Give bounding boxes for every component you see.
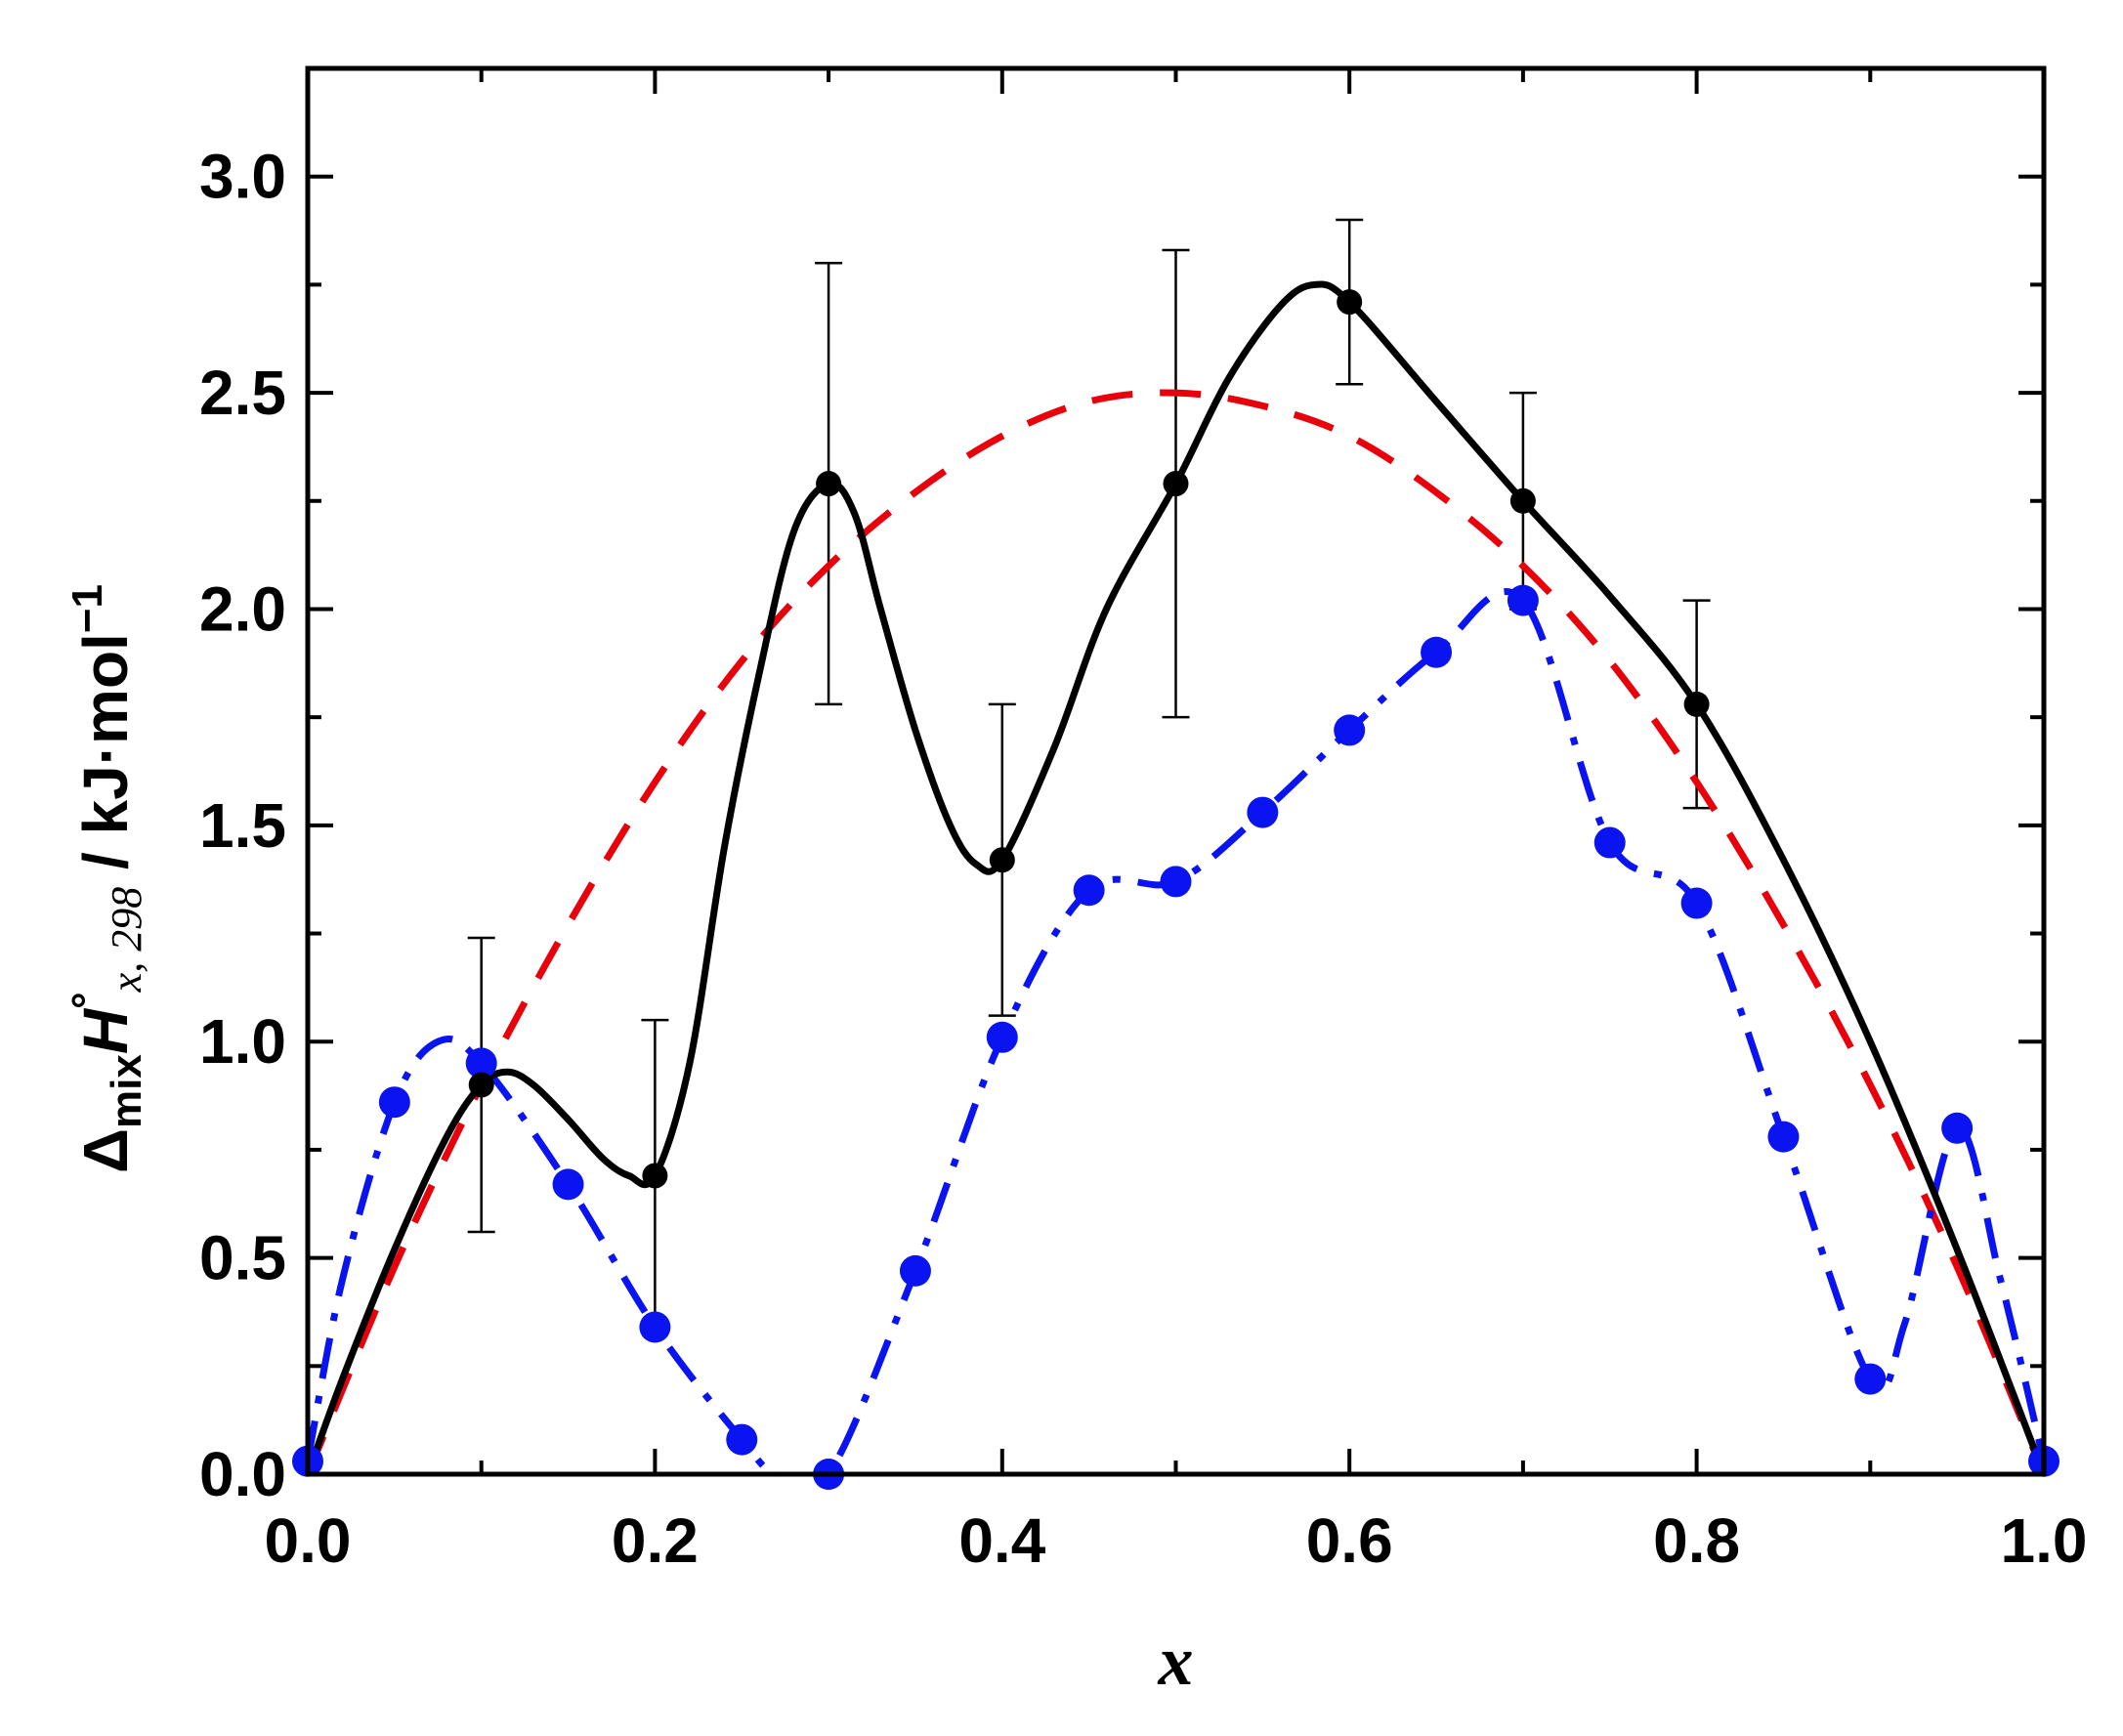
- y-tick-label: 0.5: [199, 1223, 286, 1293]
- black-point: [1683, 691, 1710, 717]
- x-tick-label: 0.8: [1653, 1505, 1740, 1576]
- y-tick-label: 1.0: [199, 1006, 286, 1077]
- blue-point: [639, 1311, 671, 1343]
- y-tick-label: 0.0: [199, 1439, 286, 1509]
- blue-point: [1334, 714, 1366, 746]
- blue-point: [1680, 887, 1713, 919]
- y-label-sub2: x, 298: [103, 887, 150, 994]
- blue-point: [378, 1086, 410, 1119]
- blue-point: [726, 1423, 758, 1456]
- x-tick-label: 1.0: [2001, 1505, 2088, 1576]
- blue-point: [1160, 866, 1192, 898]
- y-label-sup: °: [64, 992, 111, 1009]
- blue-point: [899, 1254, 931, 1287]
- y-label-prefix: Δ: [70, 1128, 141, 1173]
- y-tick-label: 1.5: [199, 790, 286, 861]
- x-tick-label: 0.6: [1306, 1505, 1393, 1576]
- red-dashed-line: [308, 389, 2044, 1474]
- black-point: [1163, 471, 1189, 497]
- plot-frame: [305, 65, 2047, 1477]
- blue-point: [1854, 1363, 1887, 1395]
- blue-dashdot-line: [308, 588, 2044, 1474]
- y-axis-label: ΔmixH°x, 298 / kJ·mol−1: [64, 584, 150, 1173]
- black-point: [816, 471, 842, 497]
- blue-point: [986, 1021, 1018, 1053]
- y-label-sub1: mix: [103, 1054, 150, 1128]
- y-label-unit: / kJ·mol: [70, 633, 141, 887]
- blue-point: [1073, 874, 1105, 907]
- black-point: [642, 1163, 668, 1189]
- black-solid-line: [308, 280, 2044, 1474]
- blue-point: [1421, 636, 1453, 668]
- y-tick-label: 2.5: [199, 358, 286, 428]
- y-label-symbol: H: [70, 1007, 141, 1054]
- blue-point: [552, 1168, 584, 1201]
- x-tick-label: 0.2: [612, 1505, 699, 1576]
- x-tick-label: 0.0: [265, 1505, 352, 1576]
- blue-point: [1767, 1121, 1800, 1153]
- x-tick-label: 0.4: [958, 1505, 1045, 1576]
- y-label-unit-sup: −1: [64, 584, 111, 633]
- blue-point: [1507, 584, 1539, 616]
- blue-point: [1593, 826, 1626, 859]
- black-point: [468, 1072, 494, 1098]
- x-axis-label: x: [1158, 1622, 1194, 1700]
- black-point: [1509, 487, 1536, 514]
- blue-point: [465, 1047, 497, 1080]
- black-point: [1337, 289, 1363, 316]
- blue-point: [1941, 1112, 1974, 1144]
- y-tick-label: 3.0: [199, 142, 286, 212]
- tick-labels: 0.0 0.2 0.4 0.6 0.8 1.0 0.0 0.5 1.0 1.5 2.0 2.5 3.0: [199, 142, 2087, 1576]
- black-point: [989, 847, 1015, 873]
- blue-point: [1247, 796, 1279, 828]
- y-tick-label: 2.0: [199, 573, 286, 644]
